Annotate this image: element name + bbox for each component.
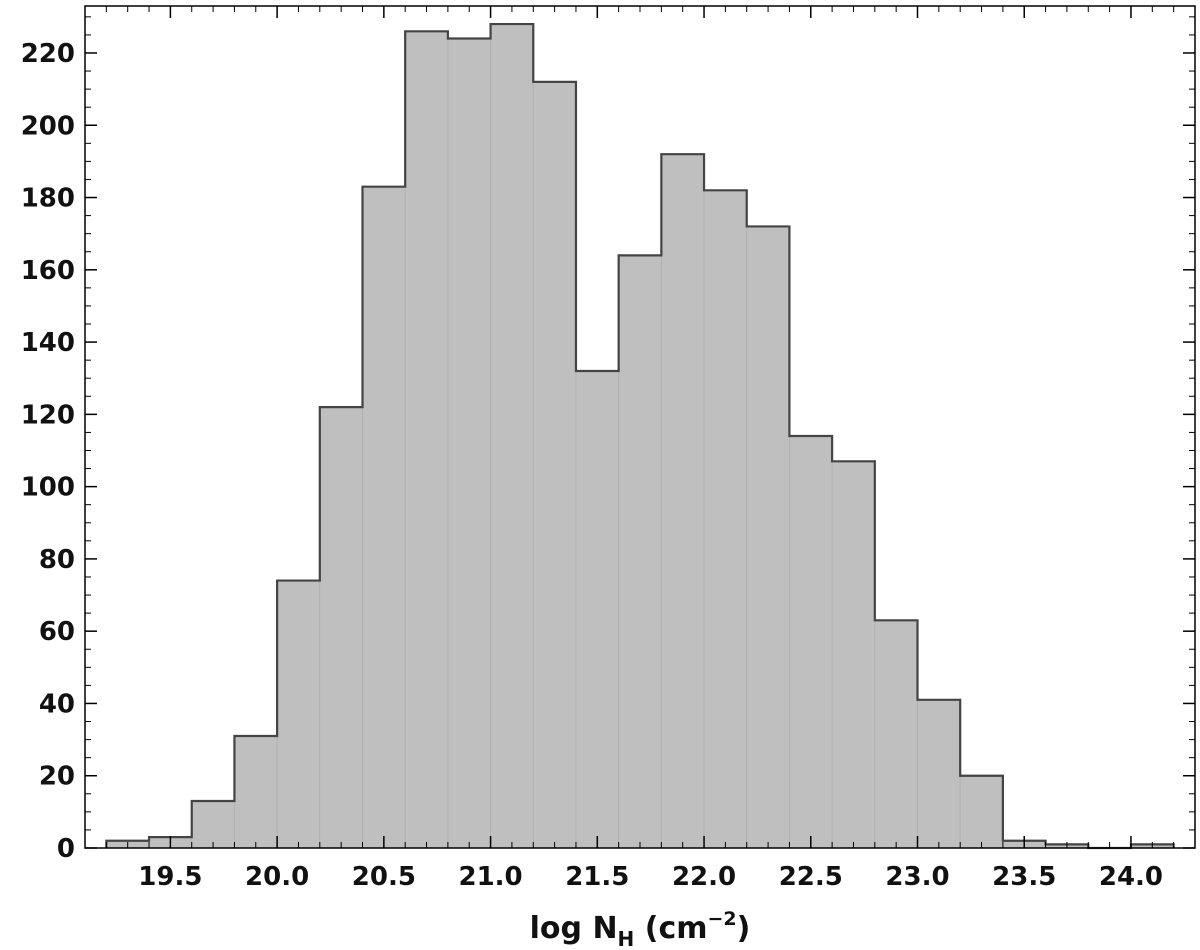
histogram-bar — [618, 254, 662, 849]
y-tick-label: 120 — [21, 400, 75, 430]
x-axis-label: log NH (cm−2) — [530, 908, 751, 950]
x-axis-label-unit-open: (cm — [634, 911, 707, 946]
x-tick-label: 21.5 — [565, 862, 629, 892]
y-axis: 0 20 40 60 80 100 120 140 160 180 200 220 — [21, 16, 1195, 864]
y-tick-label: 20 — [39, 762, 75, 792]
y-tick-label: 140 — [21, 328, 75, 358]
x-tick-label: 21.0 — [458, 862, 522, 892]
x-axis: 19.5 20.0 20.5 21.0 21.5 22.0 22.5 23.0 23.5 24.0 — [84, 6, 1196, 892]
histogram-bar — [532, 81, 577, 849]
histogram-bar — [746, 226, 790, 849]
x-tick-label: 22.0 — [672, 862, 736, 892]
y-tick-label: 80 — [39, 545, 75, 575]
histogram-bar — [831, 460, 876, 849]
histogram-bar — [789, 435, 833, 849]
histogram-bar — [917, 699, 961, 849]
histogram-bar — [703, 189, 748, 849]
x-tick-label: 20.5 — [352, 862, 416, 892]
y-tick-label: 40 — [39, 689, 75, 719]
x-tick-label: 23.5 — [992, 862, 1056, 892]
histogram-bar — [404, 30, 449, 849]
x-tick-label: 20.0 — [245, 862, 309, 892]
x-axis-label-unit-close: ) — [737, 911, 751, 946]
histogram-bar — [276, 580, 321, 849]
histogram-bar — [362, 186, 406, 849]
histogram-bar — [490, 23, 534, 849]
y-tick-label: 160 — [21, 256, 75, 286]
histogram-bar — [447, 38, 491, 849]
histogram-bar — [575, 370, 620, 849]
histogram-bar — [191, 800, 235, 849]
x-tick-label: 23.0 — [885, 862, 949, 892]
histogram-bar — [959, 775, 1004, 849]
y-tick-label: 0 — [57, 834, 75, 864]
x-axis-label-subscript: H — [618, 927, 635, 950]
histogram-bar — [234, 735, 278, 849]
histogram-bar — [660, 153, 705, 849]
y-tick-label: 60 — [39, 617, 75, 647]
y-tick-label: 180 — [21, 184, 75, 214]
histogram-bars — [105, 22, 1175, 850]
x-axis-label-main: log N — [530, 911, 618, 946]
x-tick-label: 19.5 — [138, 862, 202, 892]
histogram-bar — [319, 406, 363, 849]
plot-frame — [84, 5, 1196, 849]
histogram-outline — [105, 22, 1175, 850]
x-tick-label: 22.5 — [779, 862, 843, 892]
x-tick-label: 24.0 — [1099, 862, 1163, 892]
y-tick-label: 200 — [21, 111, 75, 141]
y-tick-label: 100 — [21, 473, 75, 503]
y-tick-label: 220 — [21, 39, 75, 69]
x-axis-label-superscript: −2 — [708, 908, 737, 930]
histogram-bar — [874, 619, 918, 849]
